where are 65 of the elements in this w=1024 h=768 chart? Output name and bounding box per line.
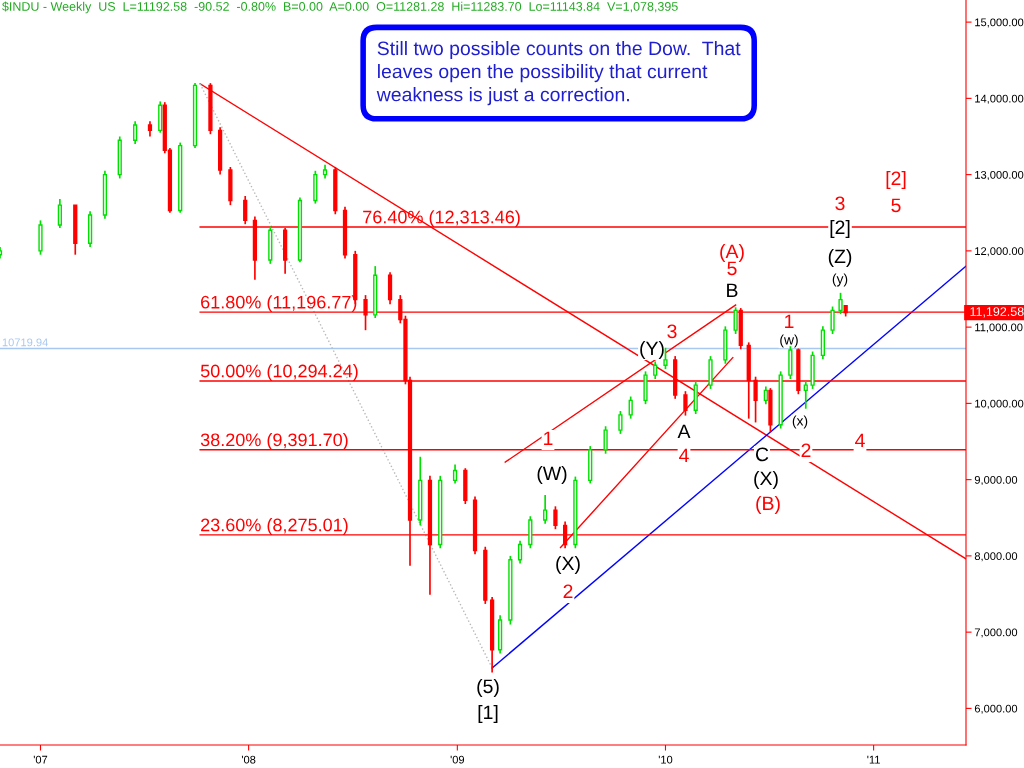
annotation: (W) — [537, 465, 567, 485]
annotation: 4 — [679, 448, 689, 463]
y-tick-label: 11,000.00 — [975, 323, 1023, 333]
annotation: (A) — [720, 243, 744, 263]
series-label: 23.60% (8,275.01) — [201, 518, 348, 535]
candlestick — [517, 539, 523, 565]
series-label: 38.20% (9,391.70) — [200, 432, 348, 450]
annotation: C — [755, 447, 769, 462]
candlestick — [618, 410, 623, 435]
annotation: 5 — [727, 261, 737, 276]
candlestick — [603, 425, 608, 455]
x-tick-label: '08 — [241, 755, 256, 764]
annotation: (B) — [756, 495, 780, 515]
candlestick — [133, 120, 138, 145]
annotation: 4 — [855, 433, 865, 448]
annotation: (Z) — [828, 248, 852, 268]
annotation: 1 — [785, 314, 794, 329]
annotation: 2 — [801, 443, 811, 458]
series-label: 61.80% (11,196.77) — [201, 295, 357, 313]
candlestick — [628, 395, 633, 420]
candlestick — [243, 195, 248, 226]
series-label: 50.00% (10,294.24) — [200, 364, 358, 381]
y-tick-label: 7,000.00 — [974, 628, 1018, 638]
annotation: B — [727, 283, 738, 298]
y-tick-label: 6,000.00 — [974, 704, 1018, 714]
annotation: 2 — [563, 584, 573, 599]
annotation: 3 — [667, 324, 677, 339]
y-tick-label: 14,000.00 — [975, 94, 1024, 104]
annotation: A — [677, 424, 691, 439]
x-tick-label: '09 — [450, 755, 465, 764]
annotation: [2] — [886, 170, 906, 190]
candlestick — [830, 305, 835, 335]
annotation: 5 — [891, 198, 901, 213]
candlestick — [803, 380, 808, 410]
annotation: [2] — [830, 219, 850, 239]
y-tick-label: 10,000.00 — [975, 399, 1024, 409]
candlestick — [57, 198, 62, 229]
x-tick-label: '10 — [658, 755, 673, 764]
y-tick-label: 15,000.00 — [975, 18, 1024, 28]
text: 11,192.58 — [970, 307, 1024, 318]
annotation: (X) — [754, 470, 778, 490]
y-tick-label: 12,000.00 — [975, 247, 1024, 257]
chart-title: $INDU - Weekly US L=11192.58 -90.52 -0.80% B=0.00 A=0.00 O=11281.28 Hi=11283.70 Lo=11143.84 V=1,078,395 — [2, 1, 678, 14]
annotation: 3 — [835, 196, 845, 211]
annotation: (X) — [556, 555, 580, 575]
y-tick-label: 13,000.00 — [975, 170, 1024, 181]
candlestick — [553, 505, 558, 531]
annotation: (Y) — [640, 340, 664, 360]
ref-line-label: 10719.94 — [2, 338, 48, 347]
annotation: Still two possible counts on the Dow. That leaves open the possibility that current weakness is just a correction. — [376, 40, 741, 106]
annotation: 1 — [544, 431, 553, 446]
candlestick — [683, 390, 688, 417]
y-tick-label: 9,000.00 — [974, 475, 1018, 486]
annotation: (5) — [477, 678, 499, 698]
candlestick — [838, 291, 843, 316]
candlestick — [452, 463, 458, 485]
annotation: (y) — [832, 273, 848, 287]
annotation: [1] — [478, 704, 498, 724]
x-tick-label: '11 — [867, 755, 880, 764]
annotation: (w) — [780, 334, 798, 348]
y-tick-label: 8,000.00 — [974, 552, 1018, 562]
x-tick-label: '07 — [33, 755, 48, 764]
annotation: (x) — [792, 415, 808, 429]
candlestick — [733, 306, 738, 335]
candlestick — [543, 494, 548, 525]
